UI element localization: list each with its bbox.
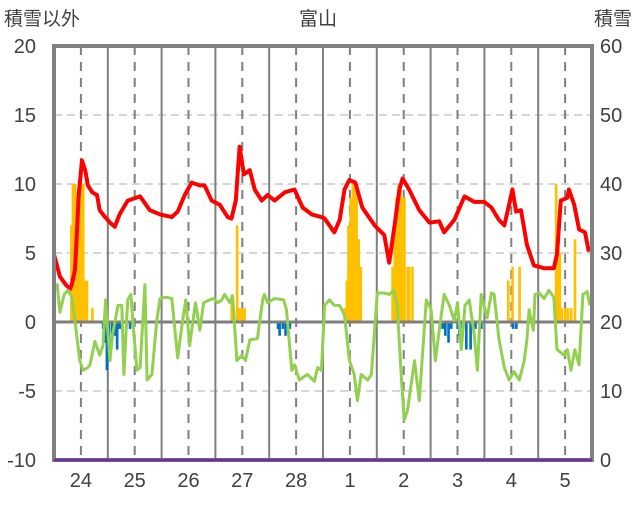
tick-labels: -10 -5 0 5 10 15 20 0 10 20 30 40 50 60 24 25 26 27 28 1 2 3 4… bbox=[7, 36, 622, 492]
left-tick-label: 10 bbox=[14, 174, 36, 196]
left-tick-label: 15 bbox=[14, 105, 36, 127]
orange-bar bbox=[391, 266, 394, 322]
right-tick-label: 10 bbox=[600, 381, 622, 403]
orange-bar bbox=[349, 197, 352, 322]
x-tick-label: 3 bbox=[452, 470, 463, 492]
x-tick-label: 27 bbox=[231, 470, 253, 492]
blue-bar bbox=[288, 322, 292, 329]
left-axis-title: 積雪以外 bbox=[4, 8, 80, 30]
blue-bar bbox=[105, 322, 109, 371]
orange-bar bbox=[351, 184, 355, 322]
x-tick-label: 28 bbox=[285, 470, 307, 492]
blue-bar bbox=[128, 322, 132, 329]
blue-bar bbox=[118, 322, 122, 329]
orange-bar bbox=[91, 308, 94, 322]
orange-bar bbox=[395, 197, 398, 322]
x-tick-label: 2 bbox=[398, 470, 409, 492]
orange-bar bbox=[71, 184, 75, 322]
x-tick-label: 25 bbox=[124, 470, 146, 492]
plot-frame bbox=[52, 44, 594, 462]
left-tick-label: -10 bbox=[7, 450, 36, 472]
blue-bar bbox=[281, 322, 285, 329]
orange-bar bbox=[81, 184, 85, 322]
orange-bar bbox=[241, 308, 245, 322]
orange-bar bbox=[235, 225, 239, 322]
blue-bar bbox=[103, 322, 107, 343]
blue-bar bbox=[444, 322, 447, 336]
left-tick-label: 5 bbox=[25, 243, 36, 265]
orange-bar bbox=[397, 184, 400, 322]
orange-bar bbox=[407, 266, 411, 322]
orange-bar bbox=[85, 280, 89, 322]
blue-bar bbox=[449, 322, 453, 329]
x-tick-label: 24 bbox=[70, 470, 92, 492]
orange-bar bbox=[353, 184, 356, 322]
left-tick-label: 0 bbox=[25, 312, 36, 334]
orange-bar bbox=[237, 308, 241, 322]
blue-bar bbox=[278, 322, 281, 336]
blue-bar bbox=[441, 322, 444, 329]
orange-bar bbox=[406, 266, 409, 322]
orange-bar bbox=[403, 197, 406, 322]
right-tick-label: 50 bbox=[600, 105, 622, 127]
red-series-line bbox=[52, 144, 591, 291]
orange-bar bbox=[506, 280, 510, 322]
blue-bar bbox=[469, 322, 472, 350]
blue-bar bbox=[511, 322, 515, 329]
blue-bar bbox=[456, 322, 460, 329]
orange-bar bbox=[573, 239, 577, 322]
orange-bar bbox=[347, 225, 350, 322]
orange-bar bbox=[563, 308, 567, 322]
x-tick-label: 26 bbox=[177, 470, 199, 492]
chart-title: 富山 bbox=[299, 8, 337, 30]
orange-bar bbox=[77, 197, 81, 322]
orange-bar bbox=[393, 225, 397, 322]
orange-bar bbox=[359, 266, 363, 322]
orange-bar bbox=[357, 239, 361, 322]
orange-bar bbox=[518, 266, 521, 322]
grid bbox=[54, 46, 592, 460]
orange-bar bbox=[566, 308, 570, 322]
orange-bar bbox=[230, 294, 234, 322]
blue-bar bbox=[480, 322, 483, 329]
blue-bar bbox=[276, 322, 280, 329]
orange-bar bbox=[239, 308, 243, 322]
right-tick-label: 60 bbox=[600, 36, 622, 58]
blue-bar bbox=[284, 322, 287, 336]
x-tick-label: 1 bbox=[344, 470, 355, 492]
orange-bar bbox=[243, 308, 246, 322]
right-tick-label: 20 bbox=[600, 312, 622, 334]
left-tick-label: 20 bbox=[14, 36, 36, 58]
orange-bar bbox=[84, 280, 87, 322]
orange-bar bbox=[345, 280, 349, 322]
blue-bar bbox=[464, 322, 468, 350]
right-tick-label: 0 bbox=[600, 450, 611, 472]
x-tick-label: 5 bbox=[560, 470, 571, 492]
orange-bar bbox=[355, 184, 358, 322]
orange-bar bbox=[79, 184, 83, 322]
orange-bar bbox=[558, 253, 562, 322]
orange-bar bbox=[399, 184, 402, 322]
left-tick-label: -5 bbox=[18, 381, 36, 403]
right-axis-title: 積雪 bbox=[594, 8, 632, 30]
orange-bar bbox=[70, 225, 73, 322]
orange-bar bbox=[401, 197, 405, 322]
blue-bar bbox=[515, 322, 518, 329]
green-series-line bbox=[52, 283, 592, 422]
orange-bar bbox=[511, 266, 514, 322]
right-tick-label: 30 bbox=[600, 243, 622, 265]
x-tick-label: 4 bbox=[506, 470, 517, 492]
orange-bar bbox=[411, 266, 414, 322]
orange-bar bbox=[569, 308, 573, 322]
right-tick-label: 40 bbox=[600, 174, 622, 196]
blue-bar bbox=[447, 322, 450, 343]
orange-bar bbox=[556, 225, 560, 322]
blue-bar bbox=[115, 322, 119, 350]
orange-bar bbox=[560, 308, 564, 322]
blue-bar bbox=[474, 322, 477, 329]
